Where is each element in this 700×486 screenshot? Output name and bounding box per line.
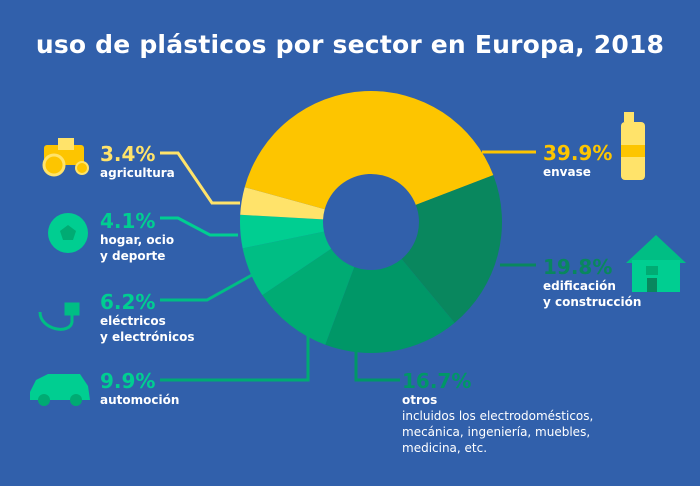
leader-automocion [160, 330, 310, 382]
label-automocion: 9.9% automoción [100, 369, 180, 407]
leader-hogar [160, 216, 238, 237]
slice-1 [244, 91, 494, 210]
ball-icon [48, 213, 88, 253]
label-envase: 39.9% envase [543, 141, 613, 179]
label-electricos: 6.2% eléctricos y electrónicos [100, 290, 195, 344]
slice-3 [325, 258, 455, 354]
label-hogar: 4.1% hogar, ocio y deporte [100, 209, 175, 263]
bottle-icon [621, 112, 645, 180]
slice-6 [240, 214, 324, 249]
tractor-icon [42, 138, 89, 177]
house-icon [626, 235, 686, 292]
page-title: uso de plásticos por sector en Europa, 2… [35, 30, 665, 59]
leader-otros [354, 340, 400, 382]
label-otros: 16.7% otros incluidos los electrodomésti… [402, 369, 594, 455]
leader-electricos [160, 273, 253, 302]
slice-4 [262, 248, 355, 345]
leader-agricultura [160, 151, 240, 205]
slice-7 [240, 187, 325, 220]
slice-5 [242, 231, 332, 296]
label-edificacion: 19.8% edificación y construcción [543, 255, 642, 309]
car-icon [30, 374, 90, 406]
slice-2 [401, 175, 503, 323]
plug-icon [38, 302, 80, 331]
label-agricultura: 3.4% agricultura [100, 142, 175, 180]
